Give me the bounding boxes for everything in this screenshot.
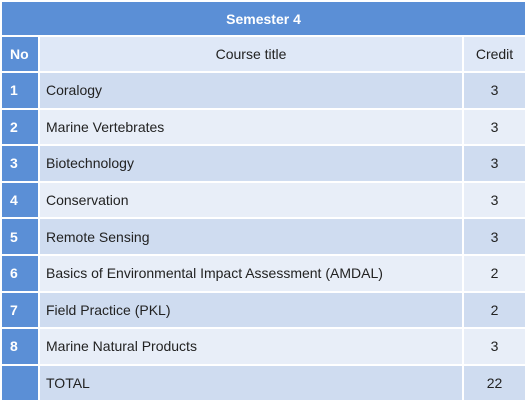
- row-number: 2: [0, 107, 40, 147]
- row-number: 5: [0, 217, 40, 256]
- row-number: 1: [0, 71, 40, 110]
- course-title: Basics of Environmental Impact Assessmen…: [38, 253, 464, 293]
- table-row: 5 Remote Sensing 3: [0, 217, 525, 256]
- table-title-row: Semester 4: [0, 0, 525, 37]
- table-title: Semester 4: [0, 0, 525, 37]
- total-row: TOTAL 22: [0, 363, 525, 400]
- row-number: 7: [0, 290, 40, 330]
- course-credit: 3: [461, 144, 525, 183]
- header-credit: Credit: [461, 35, 525, 73]
- total-label: TOTAL: [38, 363, 464, 400]
- row-number: 4: [0, 180, 40, 220]
- total-credit: 22: [461, 363, 525, 400]
- course-title: Marine Natural Products: [38, 327, 464, 366]
- table-row: 6 Basics of Environmental Impact Assessm…: [0, 253, 525, 293]
- table-row: 2 Marine Vertebrates 3: [0, 107, 525, 147]
- course-credit: 3: [461, 180, 525, 220]
- row-number: 6: [0, 253, 40, 293]
- course-credit: 2: [461, 290, 525, 330]
- row-number: 3: [0, 144, 40, 183]
- course-title: Remote Sensing: [38, 217, 464, 256]
- course-credit: 3: [461, 217, 525, 256]
- table-row: 4 Conservation 3: [0, 180, 525, 220]
- course-title: Field Practice (PKL): [38, 290, 464, 330]
- table-row: 3 Biotechnology 3: [0, 144, 525, 183]
- course-title: Marine Vertebrates: [38, 107, 464, 147]
- header-no: No: [0, 35, 40, 73]
- course-credit: 3: [461, 107, 525, 147]
- row-number: [0, 363, 40, 400]
- table-header-row: No Course title Credit: [0, 35, 525, 73]
- table-row: 1 Coralogy 3: [0, 71, 525, 110]
- course-title: Conservation: [38, 180, 464, 220]
- course-title: Biotechnology: [38, 144, 464, 183]
- row-number: 8: [0, 327, 40, 366]
- table-row: 7 Field Practice (PKL) 2: [0, 290, 525, 330]
- header-course-title: Course title: [38, 35, 464, 73]
- table-row: 8 Marine Natural Products 3: [0, 327, 525, 366]
- course-credit: 3: [461, 327, 525, 366]
- course-title: Coralogy: [38, 71, 464, 110]
- course-credit: 3: [461, 71, 525, 110]
- course-credit: 2: [461, 253, 525, 293]
